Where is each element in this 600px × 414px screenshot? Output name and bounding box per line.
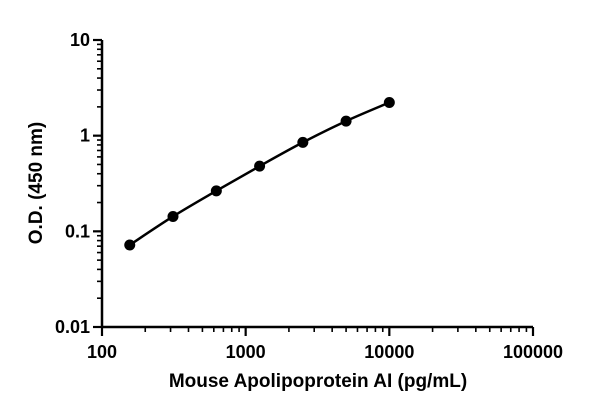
data-point <box>167 210 179 222</box>
data-point <box>340 115 352 127</box>
axes <box>100 40 533 329</box>
x-tick-label: 1000 <box>226 342 266 362</box>
x-tick-label: 10000 <box>364 342 414 362</box>
data-point <box>383 97 395 109</box>
tick-labels: 0.01 0.1 1 10 100 1000 10000 100000 <box>55 30 563 362</box>
x-tick-label: 100000 <box>503 342 563 362</box>
data-points <box>124 97 395 251</box>
x-tick-label: 100 <box>87 342 117 362</box>
ticks <box>93 38 535 336</box>
data-point <box>124 239 136 251</box>
y-axis-title: O.D. (450 nm) <box>26 122 47 244</box>
x-axis-title: Mouse Apolipoprotein AI (pg/mL) <box>169 371 467 392</box>
data-point <box>297 136 309 148</box>
y-tick-label: 10 <box>70 30 90 50</box>
y-tick-label: 0.01 <box>55 317 90 337</box>
y-tick-label: 0.1 <box>65 221 90 241</box>
y-tick-label: 1 <box>80 126 90 146</box>
data-point <box>254 160 266 172</box>
data-point <box>210 185 222 197</box>
